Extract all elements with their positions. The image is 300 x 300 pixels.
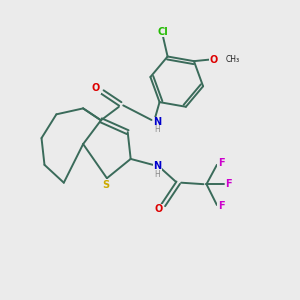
Text: O: O: [154, 204, 162, 214]
Text: O: O: [209, 55, 218, 65]
Text: N: N: [153, 161, 161, 171]
Text: F: F: [218, 158, 225, 168]
Text: N: N: [153, 117, 161, 128]
Text: H: H: [154, 170, 160, 179]
Text: Cl: Cl: [158, 27, 169, 37]
Text: H: H: [154, 125, 160, 134]
Text: F: F: [218, 202, 225, 212]
Text: F: F: [226, 179, 232, 189]
Text: S: S: [103, 180, 110, 190]
Text: O: O: [92, 83, 100, 94]
Text: CH₃: CH₃: [225, 55, 239, 64]
